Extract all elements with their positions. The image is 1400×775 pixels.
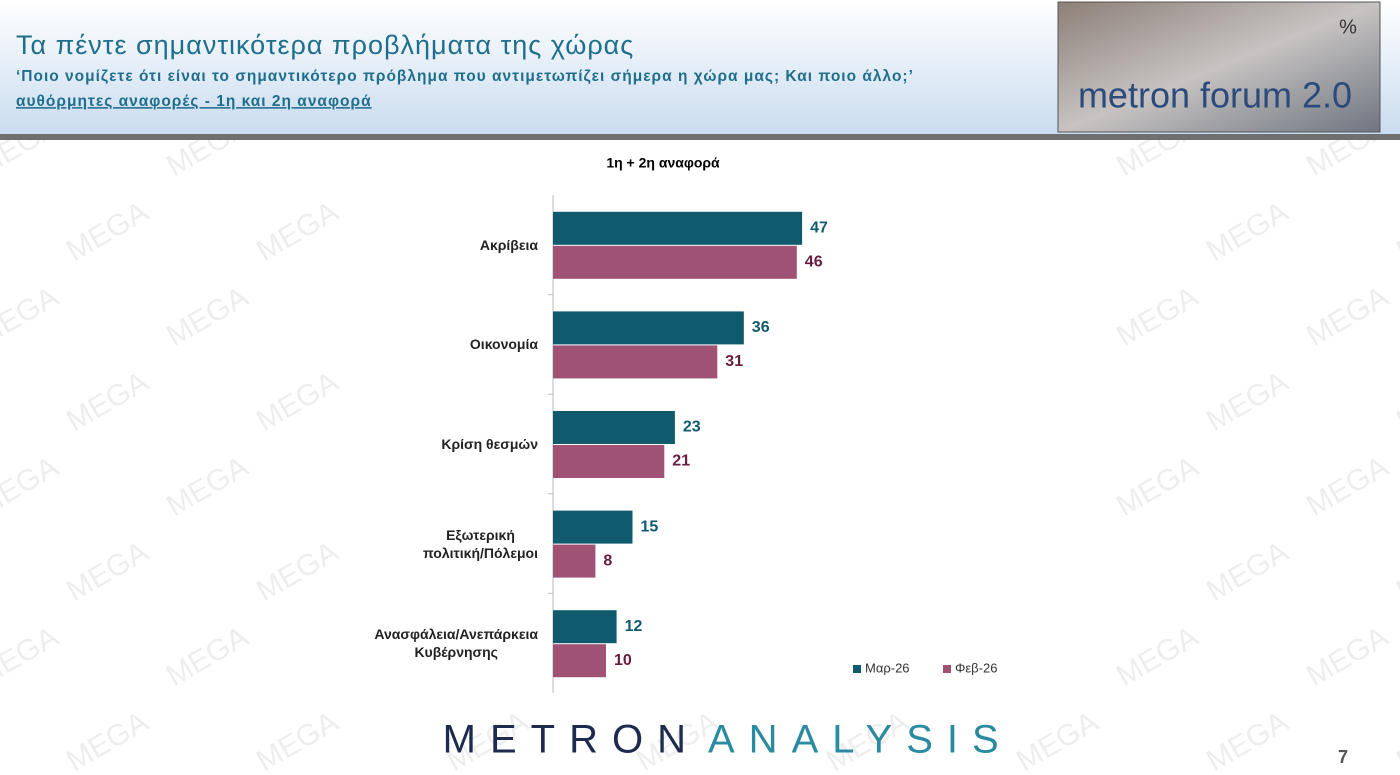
watermark: MEGA [1201,705,1294,775]
header-rule [0,134,1400,140]
watermark: MEGA [251,535,344,608]
value-label: 23 [683,419,701,436]
watermark: MEGA [161,450,254,523]
category-label: Κρίση θεσμών [441,436,538,452]
watermark: MEGA [0,450,64,523]
watermark: MEGA [161,280,254,353]
watermark: MEGA [1391,535,1400,608]
bar [553,311,744,345]
subtitle: ‘Ποιο νομίζετε ότι είναι το σημαντικότερ… [16,68,914,85]
watermark: MEGA [1301,280,1394,353]
bar [553,544,596,578]
chart-title: 1η + 2η αναφορά [606,155,720,171]
category-label: Ανασφάλεια/Ανεπάρκεια Κυβέρνησης [374,626,538,661]
watermark: MEGA [1201,195,1294,268]
brand-2: ANALYSIS [708,718,1013,762]
value-label: 10 [614,652,632,669]
bar [553,510,633,544]
logo-text: metron forum 2.0 [1078,75,1352,116]
value-label: 31 [725,353,743,370]
bar [553,644,606,678]
watermark: MEGA [1391,705,1400,775]
watermark: MEGA [0,280,64,353]
value-label: 21 [672,453,690,470]
watermark: MEGA [1391,365,1400,438]
title: Τα πέντε σημαντικότερα προβλήματα της χώ… [16,30,634,60]
value-label: 46 [805,254,823,271]
category-label: Οικονομία [469,336,538,353]
logo-symbol: % [1339,16,1357,38]
legend-swatch [853,665,861,673]
watermark: MEGA [1111,280,1204,353]
value-label: 12 [625,618,643,635]
legend-label: Φεβ-26 [955,660,997,675]
value-label: 36 [752,319,770,336]
watermark: MEGA [1391,195,1400,268]
watermark: MEGA [61,535,154,608]
watermark: MEGA [251,705,344,775]
bar [553,445,665,478]
note: αυθόρμητες αναφορές - 1η και 2η αναφορά [16,93,372,110]
watermark: MEGA [1011,705,1104,775]
watermark: MEGA [1201,535,1294,608]
watermark: MEGA [61,365,154,438]
logo-image [1057,1,1381,133]
watermark: MEGA [1111,450,1204,523]
category-label: Ακρίβεια [479,236,538,253]
watermark: MEGA [1201,365,1294,438]
watermark: MEGA [1301,620,1394,693]
watermark: MEGA [251,365,344,438]
watermark: MEGA [1111,620,1204,693]
bar [553,411,675,444]
bar [553,245,797,279]
value-label: 47 [810,220,828,237]
watermark: MEGA [251,195,344,268]
bar [553,345,718,379]
watermark: MEGA [61,195,154,268]
legend-swatch [943,665,951,673]
page-number: 7 [1338,747,1348,767]
watermark: MEGA [0,620,64,693]
watermark: MEGA [161,620,254,693]
watermark: MEGA [1301,450,1394,523]
brand-1: METRON [443,718,700,762]
category-label: Εξωτερική πολιτική/Πόλεμοι [422,526,538,561]
bar [553,610,617,644]
legend-label: Μαρ-26 [865,660,910,675]
value-label: 15 [641,518,659,535]
watermark: MEGA [61,705,154,775]
bar [553,211,803,245]
value-label: 8 [603,552,612,569]
